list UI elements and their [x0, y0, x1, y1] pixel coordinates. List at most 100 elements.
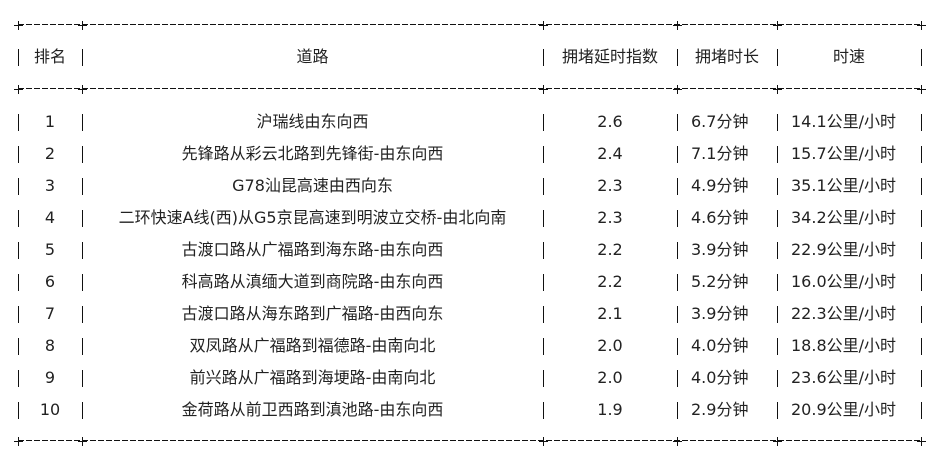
column-separator — [543, 338, 544, 355]
cell-road: 先锋路从彩云北路到先锋街-由东向西 — [181, 144, 444, 163]
column-separator — [543, 178, 544, 195]
border-junction — [14, 21, 23, 30]
column-separator — [677, 370, 678, 387]
cell-rank: 10 — [39, 400, 61, 419]
cell-road: 沪瑞线由东向西 — [256, 112, 369, 131]
column-separator — [543, 306, 544, 323]
cell-duration: 6.7分钟 — [691, 112, 749, 131]
column-header: 排名 — [33, 47, 66, 66]
cell-duration: 5.2分钟 — [691, 272, 749, 291]
column-separator — [18, 370, 19, 387]
cell-duration: 4.0分钟 — [691, 336, 749, 355]
column-separator — [777, 178, 778, 195]
border-junction — [78, 21, 87, 30]
cell-speed: 18.8公里/小时 — [791, 336, 897, 355]
column-separator — [777, 242, 778, 259]
cell-rank: 2 — [44, 144, 56, 163]
column-separator — [777, 114, 778, 131]
column-header: 时速 — [832, 47, 865, 66]
cell-rank: 4 — [44, 208, 56, 227]
cell-index: 2.2 — [597, 272, 623, 291]
border-junction — [917, 21, 926, 30]
cell-road: 科高路从滇缅大道到商院路-由东向西 — [181, 272, 444, 291]
cell-duration: 3.9分钟 — [691, 304, 749, 323]
column-separator — [82, 146, 83, 163]
border-junction — [917, 437, 926, 446]
column-separator — [921, 242, 922, 259]
border-junction — [539, 85, 548, 94]
column-separator — [82, 242, 83, 259]
cell-road: 二环快速A线(西)从G5京昆高速到明波立交桥-由北向南 — [118, 208, 507, 227]
border-junction — [673, 437, 682, 446]
cell-index: 2.3 — [597, 176, 623, 195]
column-separator — [82, 370, 83, 387]
column-separator — [777, 370, 778, 387]
column-separator — [921, 338, 922, 355]
column-separator — [921, 114, 922, 131]
border-junction — [673, 21, 682, 30]
column-separator — [677, 242, 678, 259]
cell-speed: 16.0公里/小时 — [791, 272, 897, 291]
column-separator — [82, 402, 83, 419]
cell-index: 2.0 — [597, 368, 623, 387]
cell-speed: 14.1公里/小时 — [791, 112, 897, 131]
column-separator — [777, 210, 778, 227]
table-border-line — [18, 24, 922, 25]
column-separator — [777, 274, 778, 291]
border-junction — [78, 437, 87, 446]
column-separator — [921, 178, 922, 195]
cell-rank: 5 — [44, 240, 56, 259]
column-header: 道路 — [296, 47, 329, 66]
border-junction — [773, 21, 782, 30]
column-separator — [777, 338, 778, 355]
column-separator — [543, 146, 544, 163]
column-separator — [18, 274, 19, 291]
column-separator — [677, 338, 678, 355]
cell-rank: 6 — [44, 272, 56, 291]
column-separator — [18, 210, 19, 227]
column-separator — [18, 338, 19, 355]
cell-speed: 22.9公里/小时 — [791, 240, 897, 259]
cell-road: G78汕昆高速由西向东 — [232, 176, 393, 195]
column-separator — [543, 274, 544, 291]
column-separator — [677, 402, 678, 419]
cell-index: 2.4 — [597, 144, 623, 163]
cell-speed: 23.6公里/小时 — [791, 368, 897, 387]
cell-road: 古渡口路从广福路到海东路-由东向西 — [181, 240, 444, 259]
border-junction — [14, 85, 23, 94]
cell-rank: 3 — [44, 176, 56, 195]
cell-rank: 8 — [44, 336, 56, 355]
table-border-line — [18, 88, 922, 89]
column-separator — [777, 306, 778, 323]
cell-speed: 35.1公里/小时 — [791, 176, 897, 195]
column-separator — [82, 306, 83, 323]
column-separator — [543, 114, 544, 131]
column-separator — [18, 306, 19, 323]
column-separator — [18, 178, 19, 195]
column-separator — [543, 402, 544, 419]
column-separator — [677, 114, 678, 131]
column-separator — [18, 146, 19, 163]
column-separator — [18, 114, 19, 131]
column-separator — [18, 242, 19, 259]
column-separator — [921, 49, 922, 66]
column-separator — [677, 306, 678, 323]
column-separator — [18, 49, 19, 66]
column-separator — [543, 49, 544, 66]
cell-duration: 4.9分钟 — [691, 176, 749, 195]
cell-speed: 34.2公里/小时 — [791, 208, 897, 227]
column-separator — [82, 114, 83, 131]
column-separator — [777, 146, 778, 163]
cell-rank: 9 — [44, 368, 56, 387]
table-border-line — [18, 440, 922, 441]
cell-rank: 1 — [44, 112, 56, 131]
column-separator — [82, 49, 83, 66]
column-separator — [543, 242, 544, 259]
border-junction — [673, 85, 682, 94]
cell-duration: 4.6分钟 — [691, 208, 749, 227]
border-junction — [78, 85, 87, 94]
column-separator — [921, 370, 922, 387]
border-junction — [773, 437, 782, 446]
column-separator — [677, 146, 678, 163]
border-junction — [14, 437, 23, 446]
